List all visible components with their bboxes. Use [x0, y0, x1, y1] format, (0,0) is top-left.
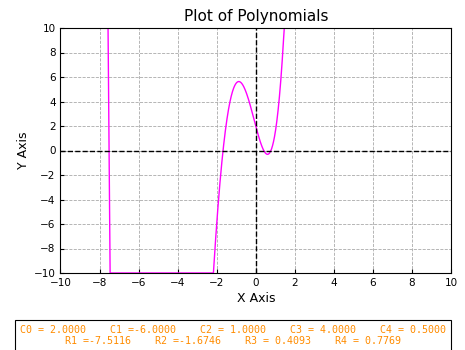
Text: C0 = 2.0000    C1 =-6.0000    C2 = 1.0000    C3 = 4.0000    C4 = 0.5000
R1 =-7.5: C0 = 2.0000 C1 =-6.0000 C2 = 1.0000 C3 =…	[20, 325, 445, 346]
Y-axis label: Y Axis: Y Axis	[17, 132, 30, 169]
X-axis label: X Axis: X Axis	[237, 292, 275, 305]
Title: Plot of Polynomials: Plot of Polynomials	[184, 9, 328, 24]
